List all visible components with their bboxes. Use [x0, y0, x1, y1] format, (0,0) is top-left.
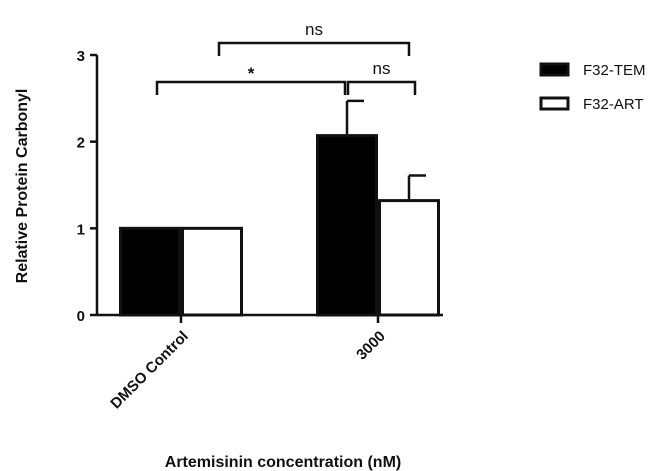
- y-tick-label: 0: [77, 308, 85, 325]
- x-tick-label: DMSO Control: [107, 328, 191, 412]
- significance-label: ns: [373, 59, 391, 78]
- y-tick-label: 1: [77, 221, 85, 238]
- significance-label: ns: [305, 20, 323, 39]
- bar: [119, 226, 181, 317]
- significance-bracket: [155, 80, 347, 95]
- y-tick-label: 3: [77, 48, 85, 65]
- bar: [378, 199, 440, 317]
- legend-swatch: [539, 62, 570, 77]
- bar: [316, 134, 378, 317]
- y-axis-title: Relative Protein Carbonyl: [14, 89, 31, 284]
- bar: [181, 226, 243, 317]
- legend-label: F32-ART: [583, 96, 644, 113]
- significance-bracket: [217, 41, 411, 56]
- x-axis-title: Artemisinin concentration (nM): [165, 454, 401, 471]
- chart-bars: [119, 99, 440, 317]
- y-tick-label: 2: [77, 135, 85, 152]
- significance-label: *: [248, 64, 255, 83]
- legend-swatch: [539, 96, 570, 111]
- chart-legend: F32-TEM F32-ART: [539, 62, 646, 113]
- significance-brackets: ns * ns: [155, 20, 417, 95]
- legend-label: F32-TEM: [583, 62, 646, 79]
- x-tick-label: 3000: [353, 328, 389, 364]
- significance-bracket: [346, 80, 417, 95]
